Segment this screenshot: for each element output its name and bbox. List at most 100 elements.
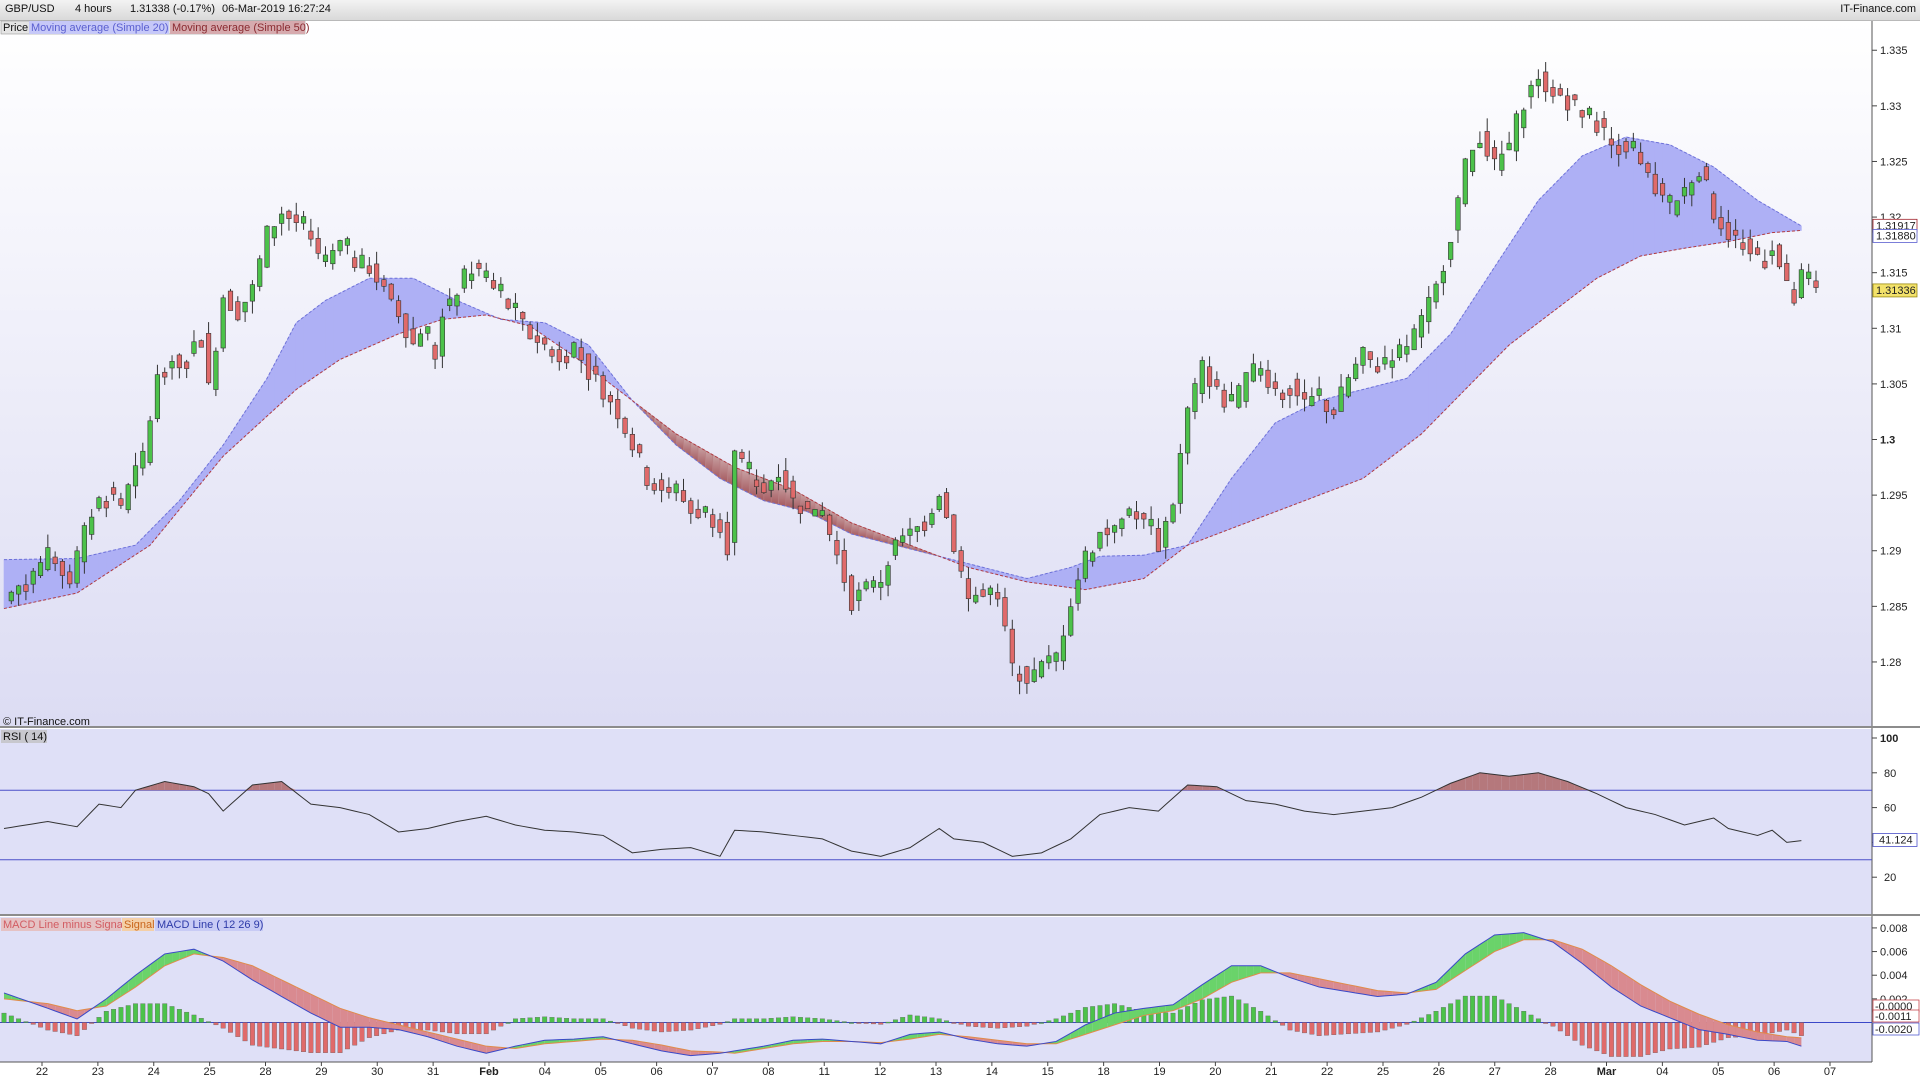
bull-candle [1046,645,1052,670]
legend-price[interactable]: Price [3,22,28,34]
bull-candle [1470,149,1476,177]
bull-candle [768,479,774,498]
ma-band-up [1428,347,1437,428]
legend-macd-hist[interactable]: MACD Line minus Signal [3,919,125,931]
legend-ma20[interactable]: Moving average (Simple 20) [31,22,169,34]
rsi-overbought-fill [1443,783,1451,791]
time-tick-label: 15 [1042,1066,1054,1078]
candle-body [1163,521,1169,548]
bear-candle [1221,383,1227,413]
rsi-overbought-fill [1472,772,1480,791]
candle-body [498,283,504,292]
time-tick-label: 21 [1265,1066,1277,1078]
time-tick-label: 27 [1489,1066,1501,1078]
macd-hist-bar [425,1022,431,1031]
candle-body [775,476,782,483]
rsi-overbought-fill [1523,773,1532,791]
candle-body [571,342,577,358]
macd-hist-bar [250,1022,255,1046]
rsi-tick-label: 20 [1884,872,1896,884]
rsi-line [3,772,1802,857]
bull-candle [498,277,504,298]
bull-candle [45,534,51,572]
price-tick-label: 1.29 [1880,546,1901,558]
macd-fill-up [1092,1018,1100,1032]
candle-body [45,547,51,571]
macd-hist-bar [1309,1022,1315,1035]
ma-band-up [1589,149,1598,285]
ma-band-up [1245,449,1254,524]
candle-body [1411,328,1417,351]
bull-candle [1426,285,1432,334]
candle-body [308,230,314,240]
rsi-overbought-fill [1487,773,1495,791]
candle-body [943,492,950,518]
candle-body [629,434,635,451]
macd-fill-up [1165,1004,1174,1012]
candle-body [666,486,672,493]
legend-ma50[interactable]: Moving average (Simple 50) [172,22,310,34]
candle-body [59,561,66,576]
bull-candle [1345,374,1351,399]
macd-hist-bar [1389,1022,1395,1029]
candle-body [1586,107,1593,116]
timeframe-label[interactable]: 4 hours [75,3,112,15]
macd-fill-down [281,979,289,1001]
macd-hist-bar [1214,997,1220,1023]
price-tick-label: 1.28 [1880,657,1901,669]
bear-candle [23,574,29,601]
macd-tick-label: 0.008 [1880,923,1908,935]
ma-band-up [1362,387,1371,480]
macd-hist-bar [651,1022,657,1032]
bull-candle [673,480,679,502]
macd-hist-bar [1229,995,1234,1023]
macd-hist-bar [257,1022,263,1047]
bear-candle [1754,240,1761,256]
ma-band-up [412,277,421,330]
bear-candle [293,202,299,232]
legend-macd-line[interactable]: MACD Line ( 12 26 9) [157,919,263,931]
rsi-overbought-fill [252,784,260,791]
bull-candle [1440,265,1446,296]
candle-body [1068,606,1074,636]
candle-body [680,490,687,502]
candle-body [593,365,599,375]
macd-fill-down [668,1046,677,1054]
macd-hist-bar [1638,1022,1644,1057]
rsi-series: 1008060402041.124 [0,733,1918,884]
bear-candle [388,282,394,302]
macd-hist-bar [483,1022,489,1035]
ma50-price-tag-box [1872,229,1918,243]
macd-fill-up [1114,1011,1122,1025]
macd-hist-bar [1258,1011,1264,1023]
macd-hist-bar [111,1009,117,1023]
macd-fill-down [1589,953,1597,976]
candle-body [1528,84,1534,98]
ma-band-up [1611,139,1620,272]
macd-hist-bar [1579,1022,1585,1046]
candle-body [425,326,431,334]
macd-signal-line [3,939,1802,1054]
candle-body [936,495,942,510]
candle-body [257,258,263,287]
macd-fill-up [1136,1008,1144,1018]
bull-candle [1353,357,1359,382]
candle-body [1353,363,1359,379]
last-price-tag: 1.31336 [1876,285,1916,297]
ma-band-up [1282,414,1291,510]
ma-band-up [325,296,334,371]
candle-body [819,510,825,516]
bull-candle [1068,598,1074,637]
ma-band-up [1296,407,1305,504]
bear-candle [1331,407,1337,420]
legend-rsi[interactable]: RSI ( 14) [3,731,47,743]
bull-candle [1521,107,1527,139]
legend-macd-signal[interactable]: Signal [124,919,155,931]
time-tick-label: 25 [204,1066,216,1078]
candle-body [388,283,394,300]
candle-body [1309,396,1315,406]
ma-band-up [1289,411,1298,507]
ma-band-up [427,285,436,325]
candle-body [710,514,716,528]
